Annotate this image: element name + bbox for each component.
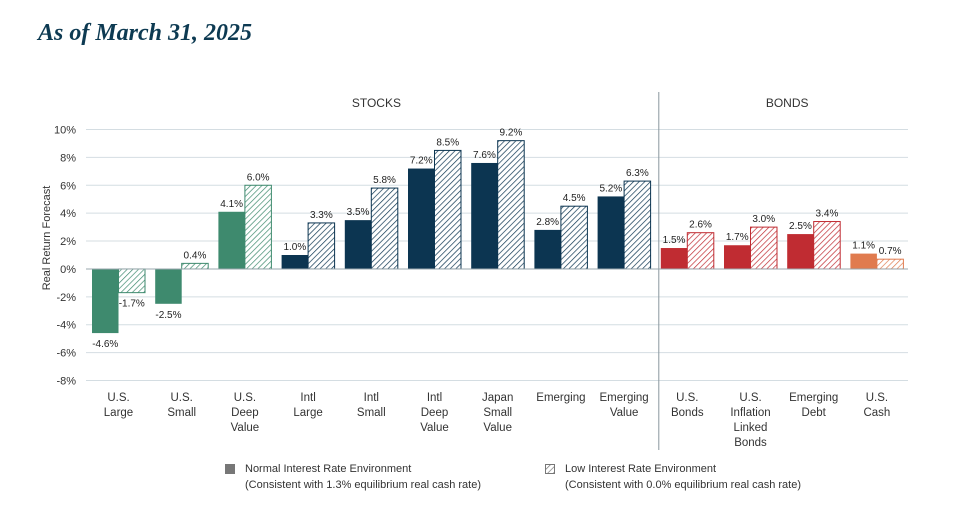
y-tick-label: 4%	[60, 208, 76, 220]
category-label: Emerging Debt	[789, 392, 838, 419]
bar-normal	[597, 196, 625, 269]
bar-normal	[281, 255, 309, 269]
value-label-low: 6.3%	[626, 168, 649, 179]
value-label-normal: -2.5%	[155, 310, 181, 321]
y-tick-label: -4%	[56, 320, 76, 332]
value-label-normal: 7.6%	[473, 150, 496, 161]
bar-normal	[850, 253, 877, 269]
value-label-normal: 3.5%	[347, 207, 370, 218]
bar-low	[623, 180, 652, 270]
y-tick-label: -6%	[56, 348, 76, 360]
bar-normal	[92, 268, 119, 334]
y-tick-label: 10%	[54, 125, 76, 137]
bar-normal	[408, 168, 435, 269]
group-headers: STOCKS BONDS	[352, 92, 809, 450]
value-label-low: 3.4%	[816, 209, 839, 220]
value-label-low: 3.3%	[310, 210, 333, 221]
legend-normal-title: Normal Interest Rate Environment	[245, 463, 412, 475]
value-labels: -4.6% -1.7% -2.5% 0.4% 4.1% 6.0% 1.0% 3.3% 3.5% 5…	[92, 128, 901, 350]
legend-low-title: Low Interest Rate Environment	[565, 463, 717, 475]
category-label: Intl Deep Value	[420, 392, 449, 434]
category-label: U.S. Large	[104, 392, 133, 419]
legend-normal-note: (Consistent with 1.3% equilibrium real c…	[245, 479, 481, 491]
value-label-normal: 4.1%	[220, 199, 243, 210]
bar-low	[560, 205, 588, 270]
value-label-normal: 1.7%	[726, 232, 749, 243]
value-label-low: 8.5%	[436, 137, 459, 148]
category-label: Intl Large	[293, 392, 322, 419]
category-label: U.S. Deep Value	[231, 392, 260, 434]
bar-low	[307, 222, 336, 270]
value-label-normal: 2.8%	[536, 217, 559, 228]
y-tick-label: 6%	[60, 180, 76, 192]
bar-normal	[660, 248, 688, 269]
category-label: Emerging Value	[599, 392, 648, 419]
value-label-normal: 2.5%	[789, 221, 812, 232]
value-label-low: 0.7%	[879, 246, 902, 257]
y-axis-label: Real Return Forecast	[41, 186, 53, 291]
bar-low	[750, 226, 778, 270]
bar-low	[181, 262, 209, 270]
value-label-normal: 1.0%	[283, 242, 306, 253]
bar-normal	[724, 245, 751, 269]
bar-normal	[534, 229, 561, 269]
bar-normal	[471, 162, 498, 269]
value-label-normal: 7.2%	[410, 156, 433, 167]
value-label-normal: 1.1%	[852, 241, 875, 252]
y-tick-label: 2%	[60, 236, 76, 248]
bar-low	[434, 149, 462, 270]
legend-normal-swatch	[225, 464, 235, 474]
value-label-low: 2.6%	[689, 220, 712, 231]
value-label-normal: 5.2%	[599, 183, 622, 194]
y-tick-label: -8%	[56, 376, 76, 388]
value-label-low: 0.4%	[184, 250, 207, 261]
bar-low	[118, 268, 146, 294]
bar-low	[813, 221, 841, 270]
value-label-low: 3.0%	[752, 214, 775, 225]
bar-normal	[787, 234, 814, 269]
category-label: Intl Small	[357, 392, 386, 419]
y-axis-ticks: 10% 8% 6% 4% 2% 0% -2% -4% -6% -8%	[54, 125, 76, 388]
group-header-stocks: STOCKS	[352, 96, 401, 110]
category-label: U.S. Inflation Linked Bonds	[730, 392, 770, 449]
page-title: As of March 31, 2025	[38, 20, 253, 46]
bar-low	[876, 258, 904, 270]
legend-low-swatch	[545, 464, 555, 474]
value-label-low: 9.2%	[500, 128, 523, 139]
value-label-normal: -4.6%	[92, 339, 118, 350]
category-labels: U.S. Large U.S. Small U.S. Deep Value Intl Large…	[104, 392, 891, 449]
bar-low	[686, 232, 715, 270]
value-label-low: 6.0%	[247, 172, 270, 183]
value-label-low: -1.7%	[119, 299, 145, 310]
category-label: Japan Small Value	[482, 392, 513, 434]
category-label: Emerging	[536, 392, 585, 404]
bar-normal	[344, 220, 372, 269]
bar-normal	[218, 211, 245, 269]
category-label: U.S. Bonds	[671, 392, 704, 419]
group-header-bonds: BONDS	[766, 96, 809, 110]
y-tick-label: 0%	[60, 264, 76, 276]
legend-low-note: (Consistent with 0.0% equilibrium real c…	[565, 479, 801, 491]
category-label: U.S. Small	[167, 392, 196, 419]
bar-low	[497, 140, 525, 270]
value-label-low: 4.5%	[563, 193, 586, 204]
bar-normal	[155, 268, 182, 304]
value-label-low: 5.8%	[373, 175, 396, 186]
y-tick-label: -2%	[56, 292, 76, 304]
bar-low	[244, 184, 272, 270]
bar-low	[370, 187, 399, 270]
value-label-normal: 1.5%	[663, 235, 686, 246]
category-label: U.S. Cash	[863, 392, 890, 419]
bars	[92, 140, 904, 334]
y-tick-label: 8%	[60, 152, 76, 164]
